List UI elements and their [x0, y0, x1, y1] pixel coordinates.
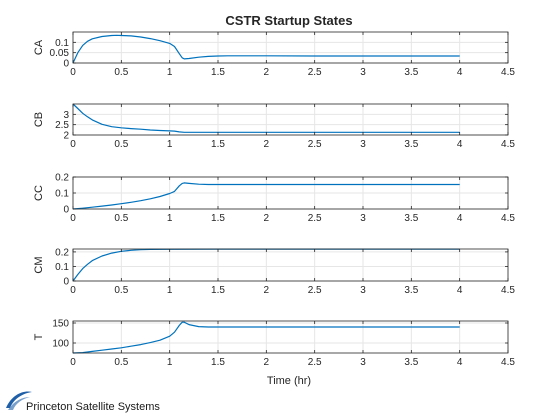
y-tick-label: 0: [63, 59, 69, 70]
x-tick-label: 0: [70, 357, 76, 368]
y-tick-label: 100: [52, 339, 69, 350]
x-tick-label: 4: [457, 213, 463, 224]
y-axis-label-cm: CM: [33, 256, 45, 273]
y-tick-label: 0.2: [55, 173, 69, 184]
x-tick-label: 1.5: [211, 357, 225, 368]
axes-box: [72, 248, 509, 282]
x-tick-label: 2.5: [308, 285, 322, 296]
axes-box: [72, 103, 509, 136]
x-tick-label: 2.5: [308, 139, 322, 150]
x-tick-label: 1.5: [211, 67, 225, 78]
y-tick-label: 0: [63, 205, 69, 216]
x-tick-label: 3: [360, 213, 366, 224]
axes-box: [72, 31, 509, 64]
x-tick-label: 3.5: [404, 67, 418, 78]
chart-title: CSTR Startup States: [225, 13, 352, 28]
x-tick-label: 2.5: [308, 67, 322, 78]
x-tick-label: 0: [70, 285, 76, 296]
x-tick-label: 0.5: [114, 285, 128, 296]
x-tick-label: 2.5: [308, 213, 322, 224]
y-axis-label-ca: CA: [33, 39, 45, 55]
x-tick-label: 3: [360, 139, 366, 150]
x-tick-label: 2: [264, 357, 270, 368]
series-line-t: [72, 321, 460, 354]
axes-box: [72, 320, 509, 354]
x-axis-label: Time (hr): [267, 375, 311, 387]
x-tick-label: 1: [167, 139, 173, 150]
subplot-ca: 0 0.5 1 1.5 2 2.5 3 3.5 4 4.5 00.050.1 CA: [33, 31, 515, 78]
x-tick-label: 2.5: [308, 357, 322, 368]
subplot-cm: 0 0.5 1 1.5 2 2.5 3 3.5 4 4.5 0 0.1 0.2 CM: [33, 247, 515, 296]
x-tick-label: 4: [457, 67, 463, 78]
x-tick-label: 3: [360, 357, 366, 368]
x-tick-label: 2: [264, 139, 270, 150]
x-tick-label: 1.5: [211, 213, 225, 224]
y-tick-label: 2: [63, 131, 69, 142]
y-tick-label: 0.1: [55, 262, 69, 273]
series-line-cb: [72, 103, 460, 133]
y-tick-label: 0.1: [55, 38, 69, 49]
subplot-cc: 0 0.5 1 1.5 2 2.5 3 3.5 4 4.5 0 0.1 0.2 CC: [33, 173, 515, 225]
x-tick-label: 3.5: [404, 139, 418, 150]
x-tick-label: 4.5: [501, 357, 515, 368]
x-tick-label: 4.5: [501, 213, 515, 224]
x-tick-label: 4.5: [501, 285, 515, 296]
x-tick-label: 1: [167, 67, 173, 78]
x-tick-label: 1: [167, 285, 173, 296]
x-tick-label: 3: [360, 67, 366, 78]
logo-text: Princeton Satellite Systems: [26, 401, 160, 413]
x-tick-label: 0.5: [114, 67, 128, 78]
x-tick-label: 1.5: [211, 285, 225, 296]
swoosh-icon: [6, 391, 32, 410]
x-tick-label: 3.5: [404, 357, 418, 368]
company-logo: Princeton Satellite Systems: [4, 388, 184, 418]
x-tick-label: 1.5: [211, 139, 225, 150]
y-tick-label: 0.05: [50, 48, 70, 59]
x-tick-label: 2: [264, 67, 270, 78]
y-tick-label: 0.1: [55, 189, 69, 200]
y-tick-label: 3: [63, 110, 69, 121]
x-tick-label: 3: [360, 285, 366, 296]
x-tick-label: 4.5: [501, 67, 515, 78]
series-line-cc: [72, 182, 460, 210]
x-tick-label: 0: [70, 213, 76, 224]
x-tick-label: 0.5: [114, 357, 128, 368]
x-tick-label: 4: [457, 285, 463, 296]
x-tick-label: 1: [167, 213, 173, 224]
series-line-ca: [72, 34, 460, 64]
y-axis-label-t: T: [33, 333, 45, 340]
y-tick-label: 0: [63, 277, 69, 288]
y-axis-label-cb: CB: [33, 112, 45, 127]
y-tick-label: 150: [52, 319, 69, 330]
y-axis-label-cc: CC: [33, 185, 45, 201]
x-tick-label: 2: [264, 213, 270, 224]
x-tick-label: 2: [264, 285, 270, 296]
x-tick-label: 3.5: [404, 213, 418, 224]
x-tick-label: 0: [70, 67, 76, 78]
x-tick-label: 3.5: [404, 285, 418, 296]
x-tick-label: 0.5: [114, 139, 128, 150]
x-tick-label: 4.5: [501, 139, 515, 150]
x-tick-label: 0: [70, 139, 76, 150]
x-tick-label: 0.5: [114, 213, 128, 224]
x-tick-label: 4: [457, 139, 463, 150]
y-tick-label: 2.5: [55, 120, 69, 131]
x-tick-label: 1: [167, 357, 173, 368]
y-tick-label: 0.2: [55, 247, 69, 258]
x-tick-label: 4: [457, 357, 463, 368]
subplot-t: 0 0.5 1 1.5 2 2.5 3 3.5 4 4.5 100 150 T: [33, 319, 515, 369]
